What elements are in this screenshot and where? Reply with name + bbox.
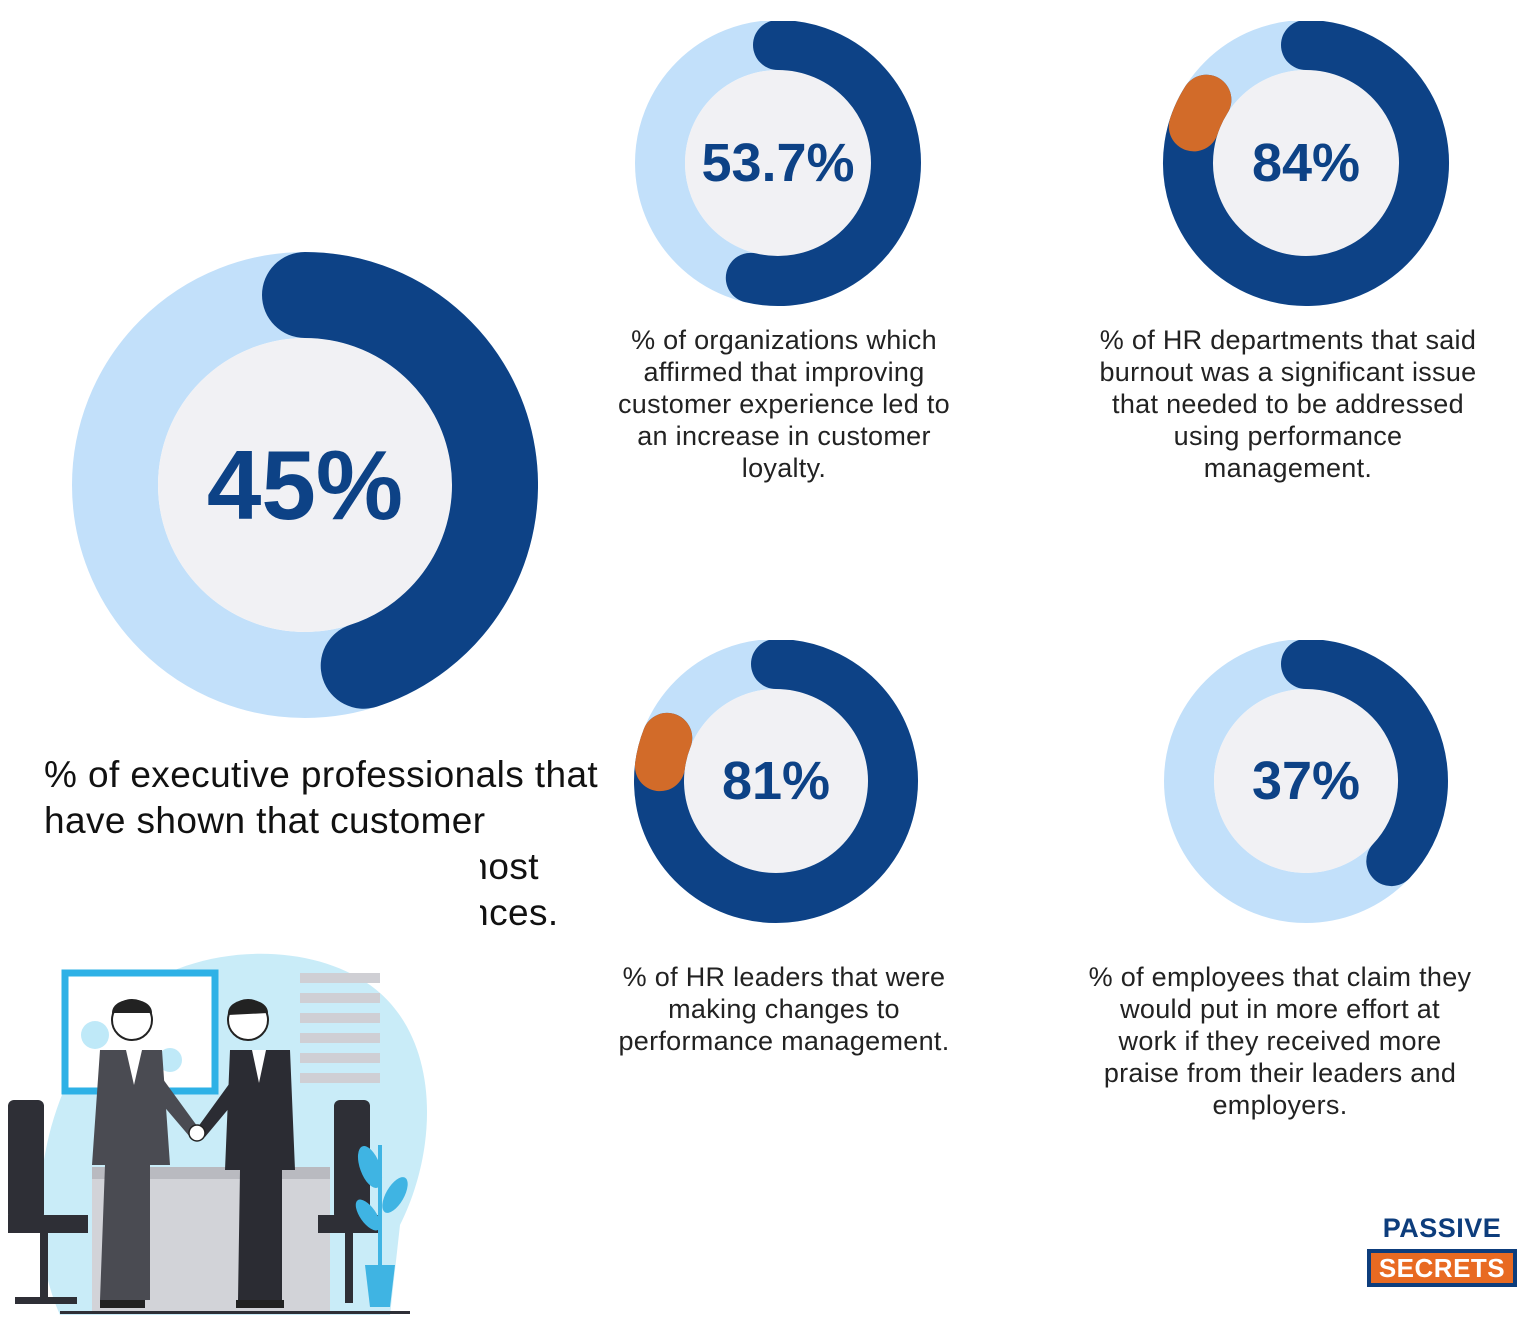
donut-hole	[1213, 70, 1399, 256]
donut-svg: 84%	[1163, 21, 1449, 306]
donut-svg: 53.7%	[635, 21, 921, 306]
donut-hole	[158, 338, 452, 632]
donut-caption-customer-loyalty: % of organizations which affirmed that i…	[618, 325, 950, 483]
office-chair-left	[8, 1100, 88, 1304]
passive-secrets-logo: PASSIVE SECRETS	[1367, 1213, 1517, 1287]
donut-value-label: 37%	[1252, 751, 1360, 811]
donut-caption-employee-praise: % of employees that claim they would put…	[1088, 962, 1472, 1120]
floor-line	[60, 1311, 410, 1314]
donut-accent-arc	[1168, 74, 1232, 152]
donut-chart-customer-loyalty: 53.7%	[628, 21, 928, 307]
donut-value-arc	[262, 252, 538, 709]
donut-svg: 37%	[1164, 640, 1448, 923]
donut-svg: 45%	[72, 252, 538, 718]
donut-value-label: 45%	[207, 430, 403, 540]
donut-chart-hr-leaders: 81%	[628, 640, 928, 926]
donut-value-arc	[634, 640, 918, 923]
donut-value-arc	[1163, 21, 1449, 306]
window-decor	[81, 1021, 109, 1049]
donut-chart-hr-burnout: 84%	[1156, 21, 1456, 307]
logo-line-2: SECRETS	[1367, 1249, 1517, 1287]
donut-hole	[1214, 689, 1398, 873]
donut-value-arc	[1281, 640, 1448, 887]
donut-caption-hr-leaders: % of HR leaders that were making changes…	[618, 962, 950, 1056]
donut-svg: 81%	[634, 640, 918, 923]
donut-hole	[685, 70, 871, 256]
donut-value-label: 53.7%	[701, 133, 854, 193]
donut-chart-employee-praise: 37%	[1156, 640, 1456, 926]
donut-chart-executives: 45%	[72, 252, 538, 718]
plant	[355, 1145, 408, 1307]
donut-caption-hr-burnout: % of HR departments that said burnout wa…	[1099, 325, 1477, 483]
window-decor	[158, 1048, 182, 1072]
businessman-left	[92, 999, 200, 1308]
donut-value-label: 81%	[722, 751, 830, 811]
donut-value-arc	[725, 21, 921, 306]
business-handshake-illustration	[0, 845, 480, 1320]
donut-hole	[684, 689, 868, 873]
donut-value-label: 84%	[1252, 133, 1360, 193]
businessman-right	[188, 999, 295, 1308]
logo-line-1: PASSIVE	[1382, 1213, 1502, 1243]
window-blinds	[300, 973, 380, 1083]
office-chair-right	[318, 1100, 378, 1303]
donut-accent-arc	[634, 712, 693, 792]
